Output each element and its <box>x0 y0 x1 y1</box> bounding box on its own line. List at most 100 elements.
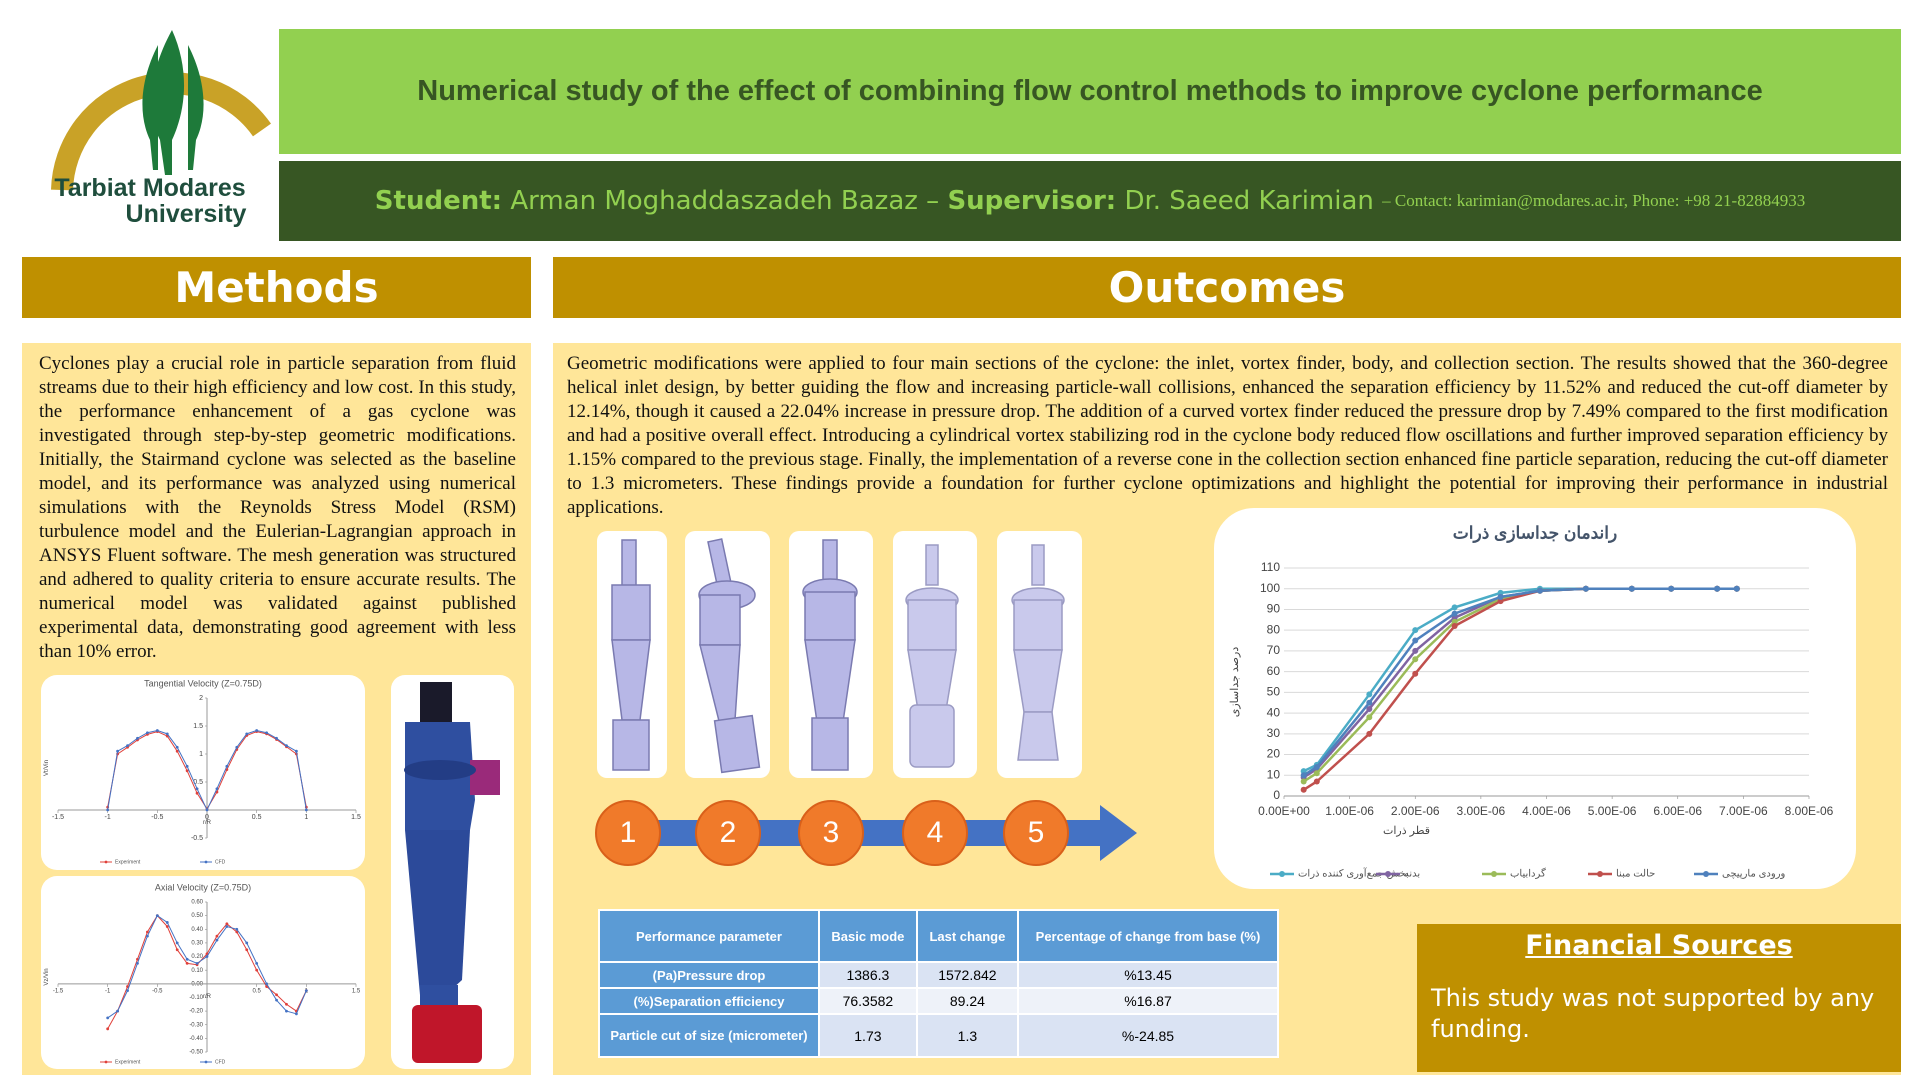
data-point <box>1582 585 1589 592</box>
data-point <box>165 732 169 736</box>
legend-label: ورودی مارپیچی <box>1722 869 1786 880</box>
data-point <box>1412 656 1419 663</box>
table-row: Particle cut of size (micrometer) 1.73 1.3… <box>598 1013 1279 1058</box>
step-circle <box>1003 800 1069 866</box>
data-point <box>1497 598 1504 605</box>
section-title: Methods <box>174 263 379 312</box>
logo: Tarbiat Modares University <box>51 30 271 228</box>
x-tick-label: -1.5 <box>52 814 64 821</box>
x-tick-label: -0.5 <box>152 988 163 994</box>
y-tick-label: -0.20 <box>189 1009 203 1015</box>
data-point <box>1412 670 1419 677</box>
legend-swatch <box>104 1060 108 1064</box>
table-header: Performance parameter Basic mode Last ch… <box>598 909 1279 963</box>
y-tick-label: 0.5 <box>193 779 203 786</box>
figure-panel <box>41 876 365 1069</box>
logo-arch <box>51 72 271 191</box>
y-tick-label: -0.5 <box>191 835 203 842</box>
data-point <box>275 736 278 740</box>
data-point <box>1300 768 1307 775</box>
data-point <box>1714 585 1721 592</box>
cyclone-models <box>597 531 1082 778</box>
chart-panel <box>1214 508 1856 889</box>
section-header <box>22 257 531 318</box>
table-row: (%)Separation efficiency 76.3582 89.24 %16.… <box>598 987 1279 1015</box>
x-tick-label: 7.00E-06 <box>1719 804 1768 818</box>
cyclone-mesh <box>404 682 500 1063</box>
data-point <box>175 745 179 749</box>
process-arrow <box>611 805 1137 861</box>
data-point <box>146 934 149 938</box>
data-point <box>215 934 219 938</box>
data-point <box>1451 618 1458 625</box>
x-tick-label: 5.00E-06 <box>1588 804 1637 818</box>
data-point <box>1497 594 1504 601</box>
data-point <box>285 744 288 747</box>
data-line <box>1303 587 1737 777</box>
cell: 89.24 <box>915 987 1020 1015</box>
data-point <box>1366 705 1373 712</box>
step-circle <box>695 800 761 866</box>
logo-text: University <box>126 200 247 228</box>
x-tick-label: -1.5 <box>53 988 64 994</box>
data-point <box>1536 587 1543 594</box>
data-point <box>185 957 189 961</box>
data-point <box>1451 614 1458 621</box>
author-bar <box>279 161 1901 241</box>
table-row: (Pa)Pressure drop 1386.3 1572.842 %13.45 <box>598 961 1279 989</box>
data-point <box>175 948 179 952</box>
data-point <box>285 1009 288 1013</box>
data-point <box>1313 778 1320 785</box>
data-point <box>1366 691 1373 698</box>
y-tick-label: 60 <box>1267 664 1281 678</box>
y-tick-label: -0.50 <box>189 1050 203 1056</box>
x-tick-label: 1.5 <box>351 814 361 821</box>
x-tick-label: 2.00E-06 <box>1391 804 1440 818</box>
legend-label: CFD <box>215 1059 226 1065</box>
y-tick-label: 10 <box>1267 767 1281 781</box>
data-point <box>225 922 229 926</box>
legend-swatch <box>104 860 108 864</box>
y-tick-label: 20 <box>1267 747 1281 761</box>
data-point <box>1451 623 1458 630</box>
y-tick-label: 0.60 <box>191 900 203 906</box>
data-point <box>146 930 149 934</box>
label: Supervisor: <box>947 186 1117 216</box>
axis-label: r/R <box>203 994 212 1000</box>
data-point <box>245 948 249 952</box>
x-tick-label: 1.5 <box>352 988 361 994</box>
results-table: Performance parameter Basic mode Last ch… <box>598 909 1279 1058</box>
y-tick-label: -0.30 <box>189 1022 203 1028</box>
data-point <box>245 732 249 736</box>
data-point <box>225 764 229 768</box>
data-point <box>165 921 169 924</box>
legend-label: حالت مبنا <box>1616 869 1655 880</box>
legend-label: بدنه <box>1404 869 1420 880</box>
axis-label: قطر ذرات <box>1383 825 1430 837</box>
data-point <box>155 729 159 732</box>
data-point <box>1412 637 1419 644</box>
data-point <box>285 1002 288 1006</box>
data-point <box>116 1009 119 1013</box>
cell: %-24.85 <box>1017 1013 1279 1058</box>
data-point <box>275 998 278 1002</box>
data-point <box>1300 772 1307 779</box>
legend-label: CFD <box>215 859 226 865</box>
step-number: 2 <box>720 816 737 849</box>
x-tick-label: -0.5 <box>151 814 163 821</box>
legend-label: Experiment <box>115 1059 141 1065</box>
data-point <box>1300 778 1307 785</box>
y-tick-label: 0 <box>1273 788 1280 802</box>
cell: %16.87 <box>1017 987 1279 1015</box>
data-point <box>235 745 239 749</box>
x-tick-label: -1 <box>105 988 111 994</box>
legend-label: بخش جمع‌آوری کننده ذرات <box>1298 867 1409 880</box>
data-point <box>205 955 209 958</box>
y-tick-label: 0.20 <box>191 954 203 960</box>
x-tick-label: 4.00E-06 <box>1522 804 1571 818</box>
cell: 1.73 <box>818 1013 918 1058</box>
data-point <box>1366 699 1373 706</box>
data-point <box>215 938 219 942</box>
contact: – Contact: karimian@modares.ac.ir, Phone… <box>1382 191 1806 210</box>
